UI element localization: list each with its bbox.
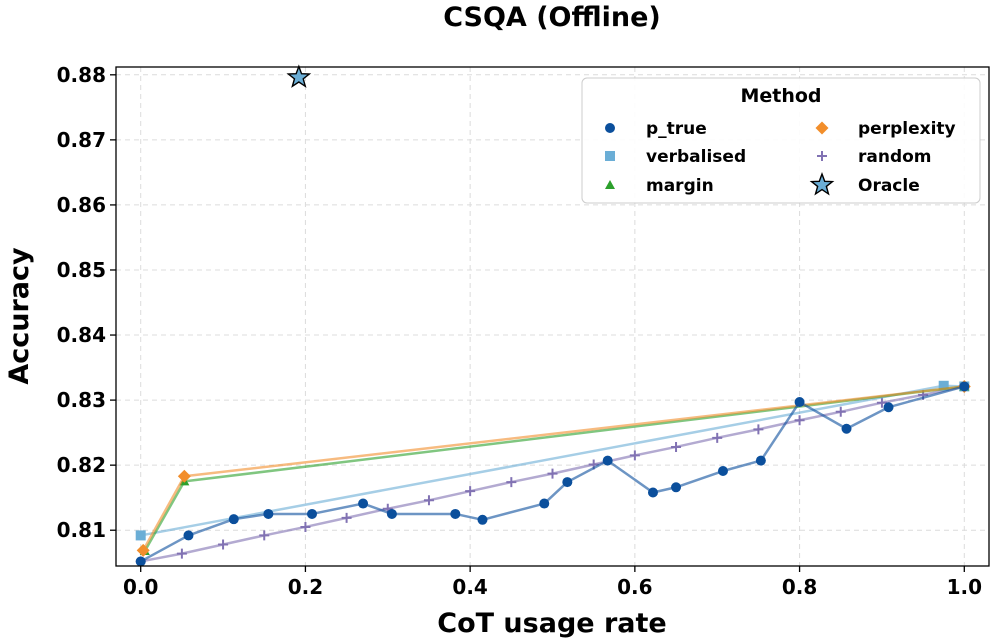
data-point-p-true xyxy=(755,455,766,466)
data-point-random xyxy=(218,539,229,550)
data-point-random xyxy=(341,512,352,523)
legend-marker-random xyxy=(817,151,827,161)
legend-label-margin: margin xyxy=(646,176,714,196)
data-point-random xyxy=(835,406,846,417)
data-point-p-true xyxy=(263,508,274,519)
data-point-verbalised xyxy=(135,530,146,541)
data-point-p-true xyxy=(794,397,805,408)
data-point-p-true xyxy=(477,514,488,525)
series-verbalised xyxy=(135,380,970,541)
legend-marker-p-true xyxy=(605,123,615,133)
data-point-random xyxy=(629,450,640,461)
legend-marker-margin xyxy=(605,180,615,189)
axis-ticks: 0.0 0.2 0.4 0.6 0.8 1.0 0.81 0.82 0.83 0.84 0.85 0.… xyxy=(57,63,982,599)
data-point-random xyxy=(259,530,270,541)
data-point-perplexity xyxy=(177,469,191,483)
data-point-p-true xyxy=(602,455,613,466)
y-tick-label: 0.81 xyxy=(57,518,106,542)
data-point-random xyxy=(794,415,805,426)
data-point-random xyxy=(753,424,764,435)
data-point-random xyxy=(300,521,311,532)
plot-series xyxy=(135,64,971,567)
legend-title: Method xyxy=(740,85,821,107)
chart-title: CSQA (Offline) xyxy=(443,2,661,33)
y-tick-label: 0.88 xyxy=(57,63,106,87)
y-tick-label: 0.85 xyxy=(57,258,106,282)
data-point-random xyxy=(671,441,682,452)
legend: Method p_true verbalised margin perplexity r… xyxy=(581,77,981,204)
legend-marker-verbalised xyxy=(605,151,615,161)
y-tick-label: 0.87 xyxy=(57,128,106,152)
series-oracle xyxy=(286,64,312,88)
data-point-oracle xyxy=(286,64,312,88)
legend-label-oracle: Oracle xyxy=(858,176,920,196)
data-point-p-true xyxy=(671,482,682,493)
x-axis-label: CoT usage rate xyxy=(437,608,667,639)
series-random xyxy=(135,381,970,567)
y-tick-label: 0.82 xyxy=(57,453,106,477)
data-point-p-true xyxy=(358,498,369,509)
data-point-random xyxy=(423,495,434,506)
data-point-p-true xyxy=(959,381,970,392)
data-point-p-true xyxy=(562,477,573,488)
legend-entries: p_true verbalised margin perplexity random Or… xyxy=(605,119,956,196)
data-point-p-true xyxy=(135,556,146,567)
data-point-random xyxy=(876,397,887,408)
data-point-p-true xyxy=(386,508,397,519)
x-tick-label: 0.8 xyxy=(782,575,817,599)
legend-marker-perplexity xyxy=(815,121,829,135)
data-point-p-true xyxy=(883,402,894,413)
x-tick-label: 0.6 xyxy=(617,575,652,599)
y-tick-label: 0.86 xyxy=(57,193,106,217)
y-tick-label: 0.84 xyxy=(57,323,106,347)
data-point-p-true xyxy=(647,487,658,498)
data-point-p-true xyxy=(228,514,239,525)
y-axis-label: Accuracy xyxy=(4,247,35,385)
data-point-verbalised xyxy=(938,380,949,391)
legend-label-random: random xyxy=(858,147,932,167)
data-point-random xyxy=(506,477,517,488)
legend-marker-oracle xyxy=(809,171,835,196)
data-point-p-true xyxy=(450,508,461,519)
legend-box xyxy=(581,77,981,204)
plot-area-frame xyxy=(115,66,990,567)
data-point-random xyxy=(547,468,558,479)
x-tick-label: 0.0 xyxy=(123,575,158,599)
data-point-p-true xyxy=(539,498,550,509)
data-point-p-true xyxy=(183,530,194,541)
x-tick-label: 0.4 xyxy=(452,575,487,599)
y-tick-label: 0.83 xyxy=(57,388,106,412)
data-point-random xyxy=(465,486,476,497)
legend-label-verbalised: verbalised xyxy=(646,147,746,167)
x-tick-label: 0.2 xyxy=(288,575,323,599)
legend-label-perplexity: perplexity xyxy=(858,119,956,139)
x-tick-label: 1.0 xyxy=(947,575,982,599)
data-point-random xyxy=(176,548,187,559)
series-p-true xyxy=(135,381,970,567)
data-point-p-true xyxy=(717,466,728,477)
data-point-p-true xyxy=(307,508,318,519)
legend-label-p-true: p_true xyxy=(646,119,707,139)
data-point-random xyxy=(712,432,723,443)
series-line-p-true xyxy=(140,385,965,563)
data-point-perplexity xyxy=(136,543,150,557)
data-point-p-true xyxy=(841,423,852,434)
